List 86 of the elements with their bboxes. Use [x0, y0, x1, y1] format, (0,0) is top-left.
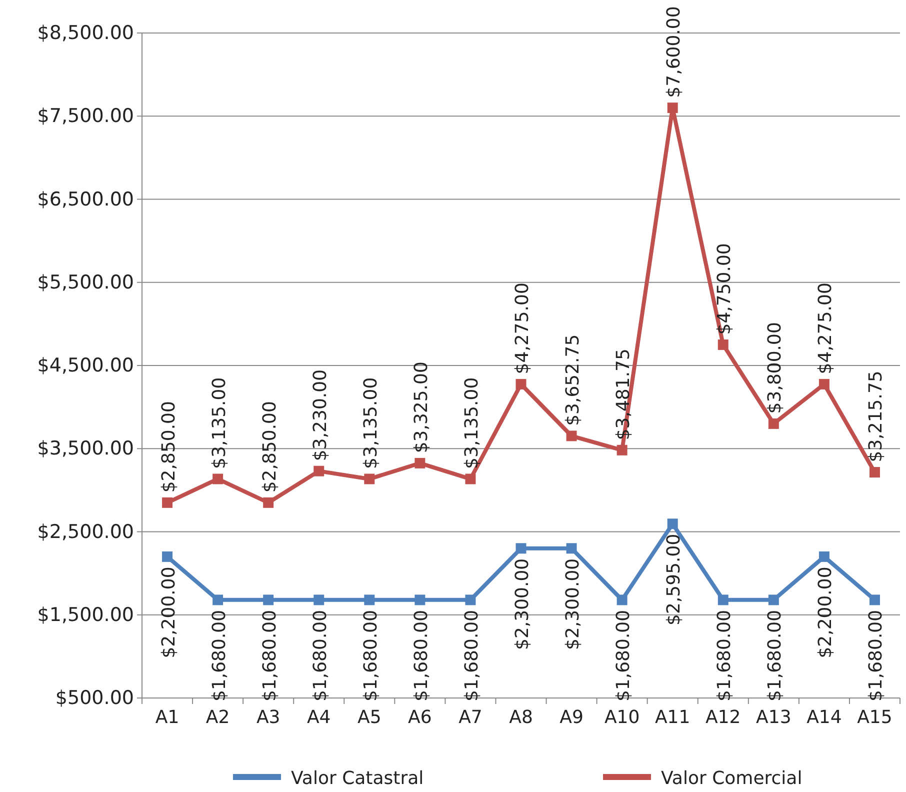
data-label: $2,300.00	[512, 558, 533, 650]
x-tick-label: A14	[806, 706, 842, 728]
point	[616, 594, 628, 606]
point	[616, 444, 628, 456]
point	[414, 458, 426, 468]
x-tick-label: A6	[408, 706, 432, 728]
point	[566, 543, 577, 554]
point	[263, 594, 274, 606]
data-label: $4,750.00	[714, 243, 736, 335]
data-label: $1,680.00	[866, 610, 887, 702]
x-tick-label: A15	[857, 706, 892, 728]
point	[818, 378, 830, 390]
data-label: $3,135.00	[360, 377, 382, 469]
y-tick-label: $2,500.00	[37, 520, 134, 543]
point	[667, 518, 678, 530]
data-label: $3,325.00	[410, 362, 432, 454]
data-label: $2,595.00	[664, 534, 685, 626]
point	[414, 594, 426, 606]
data-label: $3,135.00	[208, 377, 230, 469]
point	[212, 474, 224, 484]
point	[768, 418, 779, 429]
point	[263, 497, 274, 508]
data-label: $3,481.75	[613, 348, 634, 440]
data-label: $2,300.00	[562, 558, 584, 650]
data-label: $1,680.00	[259, 610, 280, 702]
point	[869, 467, 880, 478]
point	[667, 102, 678, 114]
data-label: $4,275.00	[815, 282, 836, 374]
data-label: $1,680.00	[613, 610, 634, 702]
y-tick-label: $4,500.00	[37, 354, 134, 377]
point	[364, 594, 375, 606]
point	[364, 474, 375, 484]
data-label: $1,680.00	[410, 610, 432, 702]
data-label: $1,680.00	[208, 610, 230, 702]
data-label: $3,135.00	[461, 377, 482, 469]
data-label: $3,230.00	[310, 369, 331, 462]
data-label: $1,680.00	[764, 610, 786, 702]
point	[465, 594, 476, 606]
x-tick-label: A7	[458, 706, 482, 728]
data-label: $2,200.00	[158, 566, 180, 658]
point	[566, 430, 577, 442]
x-tick-label: A10	[604, 706, 640, 728]
point	[768, 594, 779, 606]
x-tick-label: A5	[358, 706, 382, 728]
data-label: $1,680.00	[714, 610, 736, 702]
point	[212, 594, 224, 606]
y-tick-label: $6,500.00	[37, 188, 134, 210]
y-tick-label: $3,500.00	[37, 438, 134, 460]
x-tick-label: A4	[306, 706, 331, 728]
point	[314, 594, 324, 606]
point	[162, 551, 173, 562]
x-tick-label: A3	[256, 706, 280, 728]
y-tick-label: $500.00	[55, 687, 134, 710]
legend-label: Valor Comercial	[661, 768, 802, 789]
data-label: $1,680.00	[310, 610, 331, 702]
data-label: $4,275.00	[512, 282, 533, 374]
point	[869, 594, 880, 606]
point	[516, 378, 526, 390]
x-tick-label: A8	[509, 706, 533, 728]
data-label: $2,850.00	[259, 401, 280, 493]
data-label: $3,652.75	[562, 334, 584, 426]
y-tick-label: $7,500.00	[37, 105, 134, 128]
data-label: $1,680.00	[360, 610, 382, 702]
point	[516, 543, 526, 554]
data-label: $1,680.00	[461, 610, 482, 702]
x-tick-label: A12	[706, 706, 741, 728]
data-label: $3,215.75	[866, 370, 887, 462]
x-tick-label: A2	[206, 706, 230, 728]
point	[465, 474, 476, 484]
y-tick-label: $1,500.00	[37, 604, 134, 626]
data-label: $2,200.00	[815, 566, 836, 658]
point	[162, 497, 173, 508]
legend-label: Valor Catastral	[291, 768, 424, 789]
x-tick-label: A1	[155, 706, 180, 728]
x-tick-label: A13	[756, 706, 792, 728]
point	[718, 339, 728, 350]
y-tick-label: $8,500.00	[37, 22, 134, 44]
data-label: $2,850.00	[158, 401, 180, 493]
x-tick-label: A11	[654, 706, 690, 728]
y-tick-label: $5,500.00	[37, 271, 134, 294]
point	[314, 466, 324, 476]
data-label: $3,800.00	[764, 322, 786, 414]
x-tick-label: A9	[560, 706, 584, 728]
data-label: $7,600.00	[664, 6, 685, 98]
point	[818, 551, 830, 562]
point	[718, 594, 728, 606]
